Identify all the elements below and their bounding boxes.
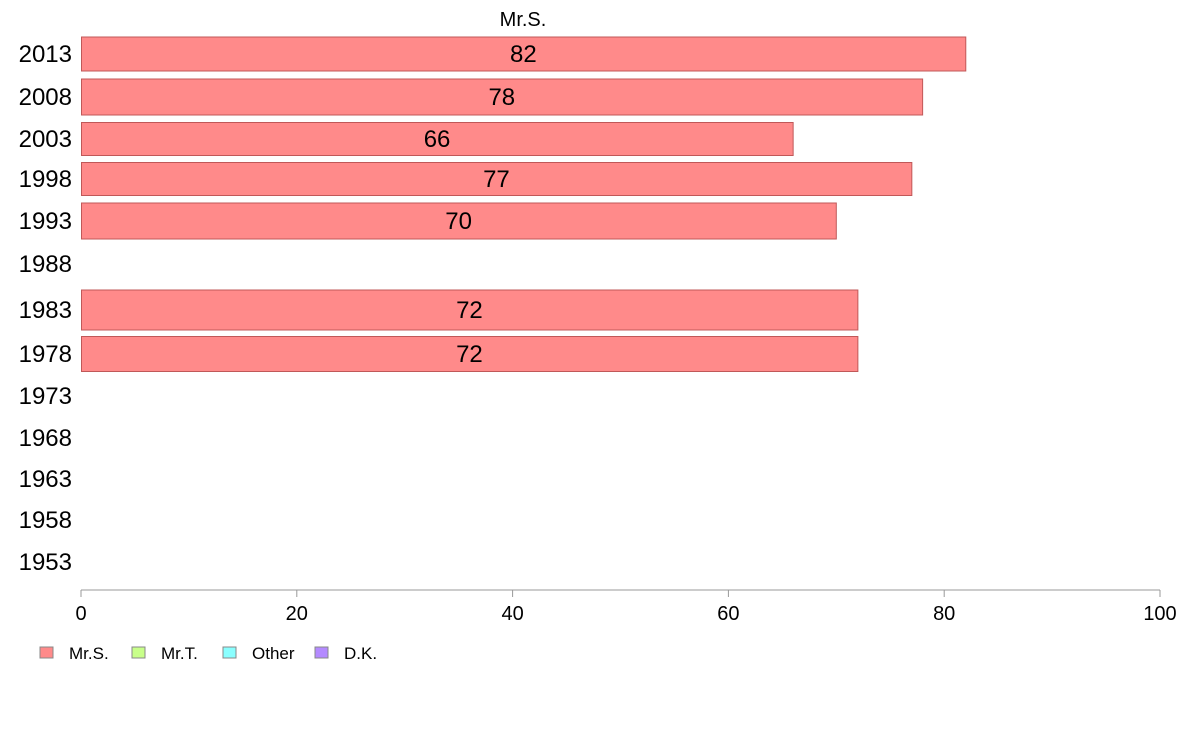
x-tick-label-60: 60 xyxy=(717,603,739,625)
bar-2008 xyxy=(81,78,924,116)
legend-label-3: D.K. xyxy=(344,644,377,663)
chart-title: Mr.S. xyxy=(500,9,547,31)
data-label-1978: 72 xyxy=(456,341,483,368)
bars-layer: 82 78 66 77 70 72 72 xyxy=(81,36,967,372)
category-label-2008: 2008 xyxy=(19,84,72,111)
category-label-2003: 2003 xyxy=(19,126,72,153)
legend: Mr.S. Mr.T. Other D.K. xyxy=(39,644,377,663)
category-label-1988: 1988 xyxy=(19,251,72,278)
data-label-2008: 78 xyxy=(488,84,515,111)
category-label-1953: 1953 xyxy=(19,549,72,576)
category-label-1983: 1983 xyxy=(19,297,72,324)
x-tick-label-40: 40 xyxy=(501,603,523,625)
x-tick-label-80: 80 xyxy=(933,603,955,625)
category-label-2013: 2013 xyxy=(19,41,72,68)
legend-label-2: Other xyxy=(252,644,295,663)
data-label-1993: 70 xyxy=(445,208,472,235)
x-tick-label-0: 0 xyxy=(75,603,86,625)
bar-1998 xyxy=(81,162,913,196)
category-label-1968: 1968 xyxy=(19,425,72,452)
data-label-2003: 66 xyxy=(424,126,451,153)
bar-1978 xyxy=(81,336,859,372)
legend-swatch-0 xyxy=(39,646,54,659)
category-labels: 2013 2008 2003 1998 1993 1988 1983 1978 1973 1968… xyxy=(19,41,72,576)
legend-label-1: Mr.T. xyxy=(161,644,198,663)
category-label-1963: 1963 xyxy=(19,466,72,493)
category-label-1958: 1958 xyxy=(19,507,72,534)
bar-2013 xyxy=(81,36,967,72)
legend-label-0: Mr.S. xyxy=(69,644,109,663)
bar-1983 xyxy=(81,289,859,331)
category-label-1993: 1993 xyxy=(19,208,72,235)
category-label-1978: 1978 xyxy=(19,341,72,368)
legend-swatch-2 xyxy=(222,646,237,659)
x-tick-label-100: 100 xyxy=(1143,603,1176,625)
category-label-1998: 1998 xyxy=(19,166,72,193)
x-axis: 0 20 40 60 80 100 xyxy=(75,589,1177,625)
category-label-1973: 1973 xyxy=(19,383,72,410)
data-label-1998: 77 xyxy=(483,166,510,193)
x-tick-label-20: 20 xyxy=(286,603,308,625)
data-label-1983: 72 xyxy=(456,297,483,324)
data-label-2013: 82 xyxy=(510,41,537,68)
bar-2003 xyxy=(81,122,794,156)
legend-swatch-1 xyxy=(131,646,146,659)
bar-1993 xyxy=(81,202,837,240)
legend-swatch-3 xyxy=(314,646,329,659)
